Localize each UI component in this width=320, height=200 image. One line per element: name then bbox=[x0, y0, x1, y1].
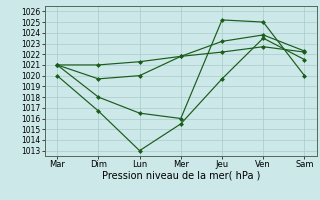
X-axis label: Pression niveau de la mer( hPa ): Pression niveau de la mer( hPa ) bbox=[102, 171, 260, 181]
